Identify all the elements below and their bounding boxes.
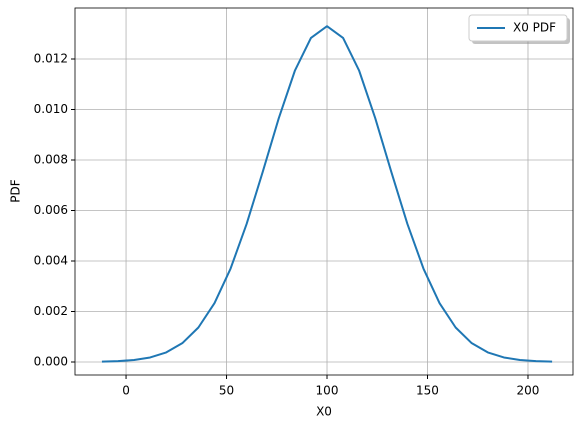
legend-label: X0 PDF: [513, 21, 556, 35]
x-tick-label: 50: [219, 384, 234, 398]
y-tick-label: 0.000: [34, 354, 68, 368]
y-tick-label: 0.002: [34, 304, 68, 318]
y-tick-label: 0.010: [34, 102, 68, 116]
y-tick-label: 0.006: [34, 203, 68, 217]
x-tick-label: 100: [316, 384, 339, 398]
axes-frame: [74, 7, 574, 376]
x-tick-label: 200: [517, 384, 540, 398]
y-axis-label: PDF: [9, 179, 23, 202]
legend: [468, 14, 568, 42]
x-tick-label: 150: [416, 384, 439, 398]
x-axis-label: X0: [316, 405, 332, 419]
y-tick-label: 0.012: [34, 52, 68, 66]
y-tick-label: 0.008: [34, 153, 68, 167]
y-tick-label: 0.004: [34, 253, 68, 267]
line: [101, 25, 553, 363]
x-tick-label: 0: [122, 384, 130, 398]
